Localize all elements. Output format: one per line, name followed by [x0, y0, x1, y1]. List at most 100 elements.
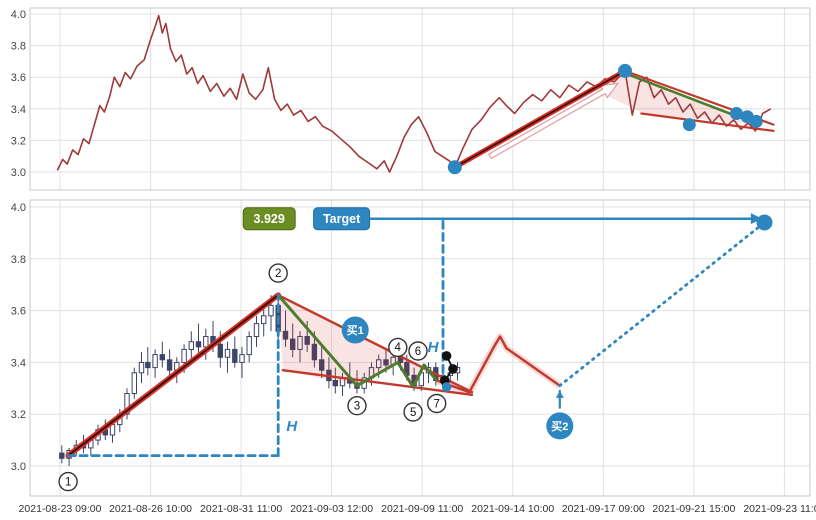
x-tick-label: 2021-08-23 09:00	[19, 503, 102, 515]
candle-body	[268, 304, 274, 317]
wave-point-circle-3[interactable]	[347, 396, 367, 416]
target-badge[interactable]	[313, 207, 371, 231]
y-tick-label: 3.0	[11, 167, 26, 179]
candle-body	[145, 361, 151, 369]
y-tick-label: 3.6	[11, 306, 26, 318]
candle-body	[332, 380, 339, 387]
price-line	[56, 14, 772, 173]
x-tick-label: 2021-08-26 10:00	[109, 503, 192, 515]
y-tick-label: 3.0	[11, 461, 26, 473]
y-tick-label: 3.8	[11, 254, 26, 266]
marker-dot[interactable]	[618, 63, 632, 78]
top-panel-frame[interactable]	[29, 7, 811, 191]
candle-body	[166, 359, 173, 371]
buy1-marker-label: 买1	[347, 324, 364, 337]
candle-body	[383, 359, 389, 366]
wave-point-number-2: 2	[275, 268, 281, 280]
candle-body	[282, 330, 289, 340]
marker-dot[interactable]	[729, 107, 743, 120]
candle-body	[181, 348, 187, 363]
candle-body	[239, 354, 245, 363]
candle-body	[246, 336, 252, 356]
candle-body	[224, 348, 231, 358]
wave-point-number-5: 5	[410, 407, 416, 419]
wave-point-number-4: 4	[395, 342, 402, 354]
pennant-upper-line	[277, 293, 474, 394]
y-tick-label: 3.2	[11, 135, 26, 147]
marker-dot[interactable]	[749, 114, 763, 128]
x-tick-label: 2021-09-21 15:00	[652, 503, 735, 515]
up-trend-core	[453, 70, 626, 169]
pennant-lower-line	[640, 112, 775, 132]
candle-body	[159, 354, 166, 361]
candle-body	[261, 315, 267, 325]
candle-body	[311, 343, 318, 361]
wave-point-circle-7[interactable]	[427, 393, 447, 414]
marker-dot[interactable]	[682, 118, 696, 132]
buy2-marker[interactable]	[546, 412, 574, 440]
target-arrow-head	[750, 213, 762, 225]
candle-body	[376, 359, 382, 369]
projection-red-line	[436, 335, 561, 394]
y-tick-label: 3.8	[11, 41, 26, 53]
candle-body	[232, 348, 238, 363]
projection-blue-dotted	[558, 221, 766, 388]
candle-body	[297, 336, 303, 350]
axis-labels-layer: 4.0 3.8 3.6 3.4 3.2 3.0 4.0 3.8 3.6 3.4 3.2 3.0 2021…	[11, 9, 816, 515]
candle-body	[138, 361, 145, 374]
buy2-arrow-head	[555, 390, 564, 398]
candle-body	[195, 341, 202, 348]
candle-body	[290, 338, 296, 351]
candle-body	[217, 343, 224, 358]
x-tick-label: 2021-09-14 10:00	[471, 503, 554, 515]
blue-marker-dot[interactable]	[441, 382, 452, 392]
height-label-h2: H	[428, 339, 440, 356]
marker-dot[interactable]	[447, 160, 462, 175]
measure-value-badge-label: 3.929	[254, 212, 285, 226]
y-tick-label: 4.0	[11, 9, 26, 21]
peak-fill	[594, 70, 644, 114]
wave-point-circle-6[interactable]	[408, 341, 428, 361]
impulse-core	[67, 294, 280, 457]
hollow-trend-arrow	[488, 82, 620, 160]
wave-line	[277, 294, 438, 389]
wave-point-circle-5[interactable]	[403, 402, 423, 422]
candle-body	[124, 393, 130, 415]
candle-body	[188, 341, 195, 351]
gridlines-layer	[29, 7, 811, 497]
top-panel-layer	[56, 14, 775, 175]
pennant-lower-line	[281, 369, 474, 396]
buy2-marker-label: 买2	[551, 420, 568, 433]
x-tick-label: 2021-08-31 11:00	[200, 503, 282, 515]
y-tick-label: 4.0	[11, 202, 26, 214]
candle-body	[319, 359, 325, 371]
measure-value-badge[interactable]	[242, 207, 296, 231]
candle-body	[131, 372, 138, 394]
candle-body	[59, 452, 65, 459]
y-tick-label: 3.2	[11, 409, 26, 421]
y-tick-label: 3.4	[11, 104, 26, 116]
candle-body	[203, 336, 209, 348]
bottom-panel-layer: H H 3.929 Target 买1 买2 1 2 3 4 5 6 7	[58, 207, 773, 492]
height-label-h1: H	[286, 418, 298, 435]
black-marker-dot[interactable]	[448, 364, 458, 374]
x-tick-label: 2021-09-09 11:00	[381, 503, 463, 515]
target-badge-label: Target	[323, 212, 361, 226]
bottom-panel-frame[interactable]	[29, 199, 811, 497]
wave-point-number-6: 6	[415, 346, 421, 358]
y-tick-label: 3.4	[11, 357, 26, 369]
buy1-marker[interactable]	[341, 316, 369, 344]
wave-point-circle-1[interactable]	[58, 471, 78, 492]
candle-body	[152, 354, 158, 369]
wave-point-circle-4[interactable]	[388, 337, 408, 358]
target-dot[interactable]	[756, 214, 773, 231]
y-tick-label: 3.6	[11, 72, 26, 84]
projection-red-glow	[435, 333, 562, 396]
candle-body	[304, 336, 310, 345]
candle-body	[253, 323, 260, 338]
wave-point-number-3: 3	[354, 401, 360, 413]
black-marker-dot[interactable]	[441, 351, 452, 361]
x-tick-label: 2021-09-03 12:00	[290, 503, 373, 515]
wave-point-circle-2[interactable]	[268, 263, 288, 283]
